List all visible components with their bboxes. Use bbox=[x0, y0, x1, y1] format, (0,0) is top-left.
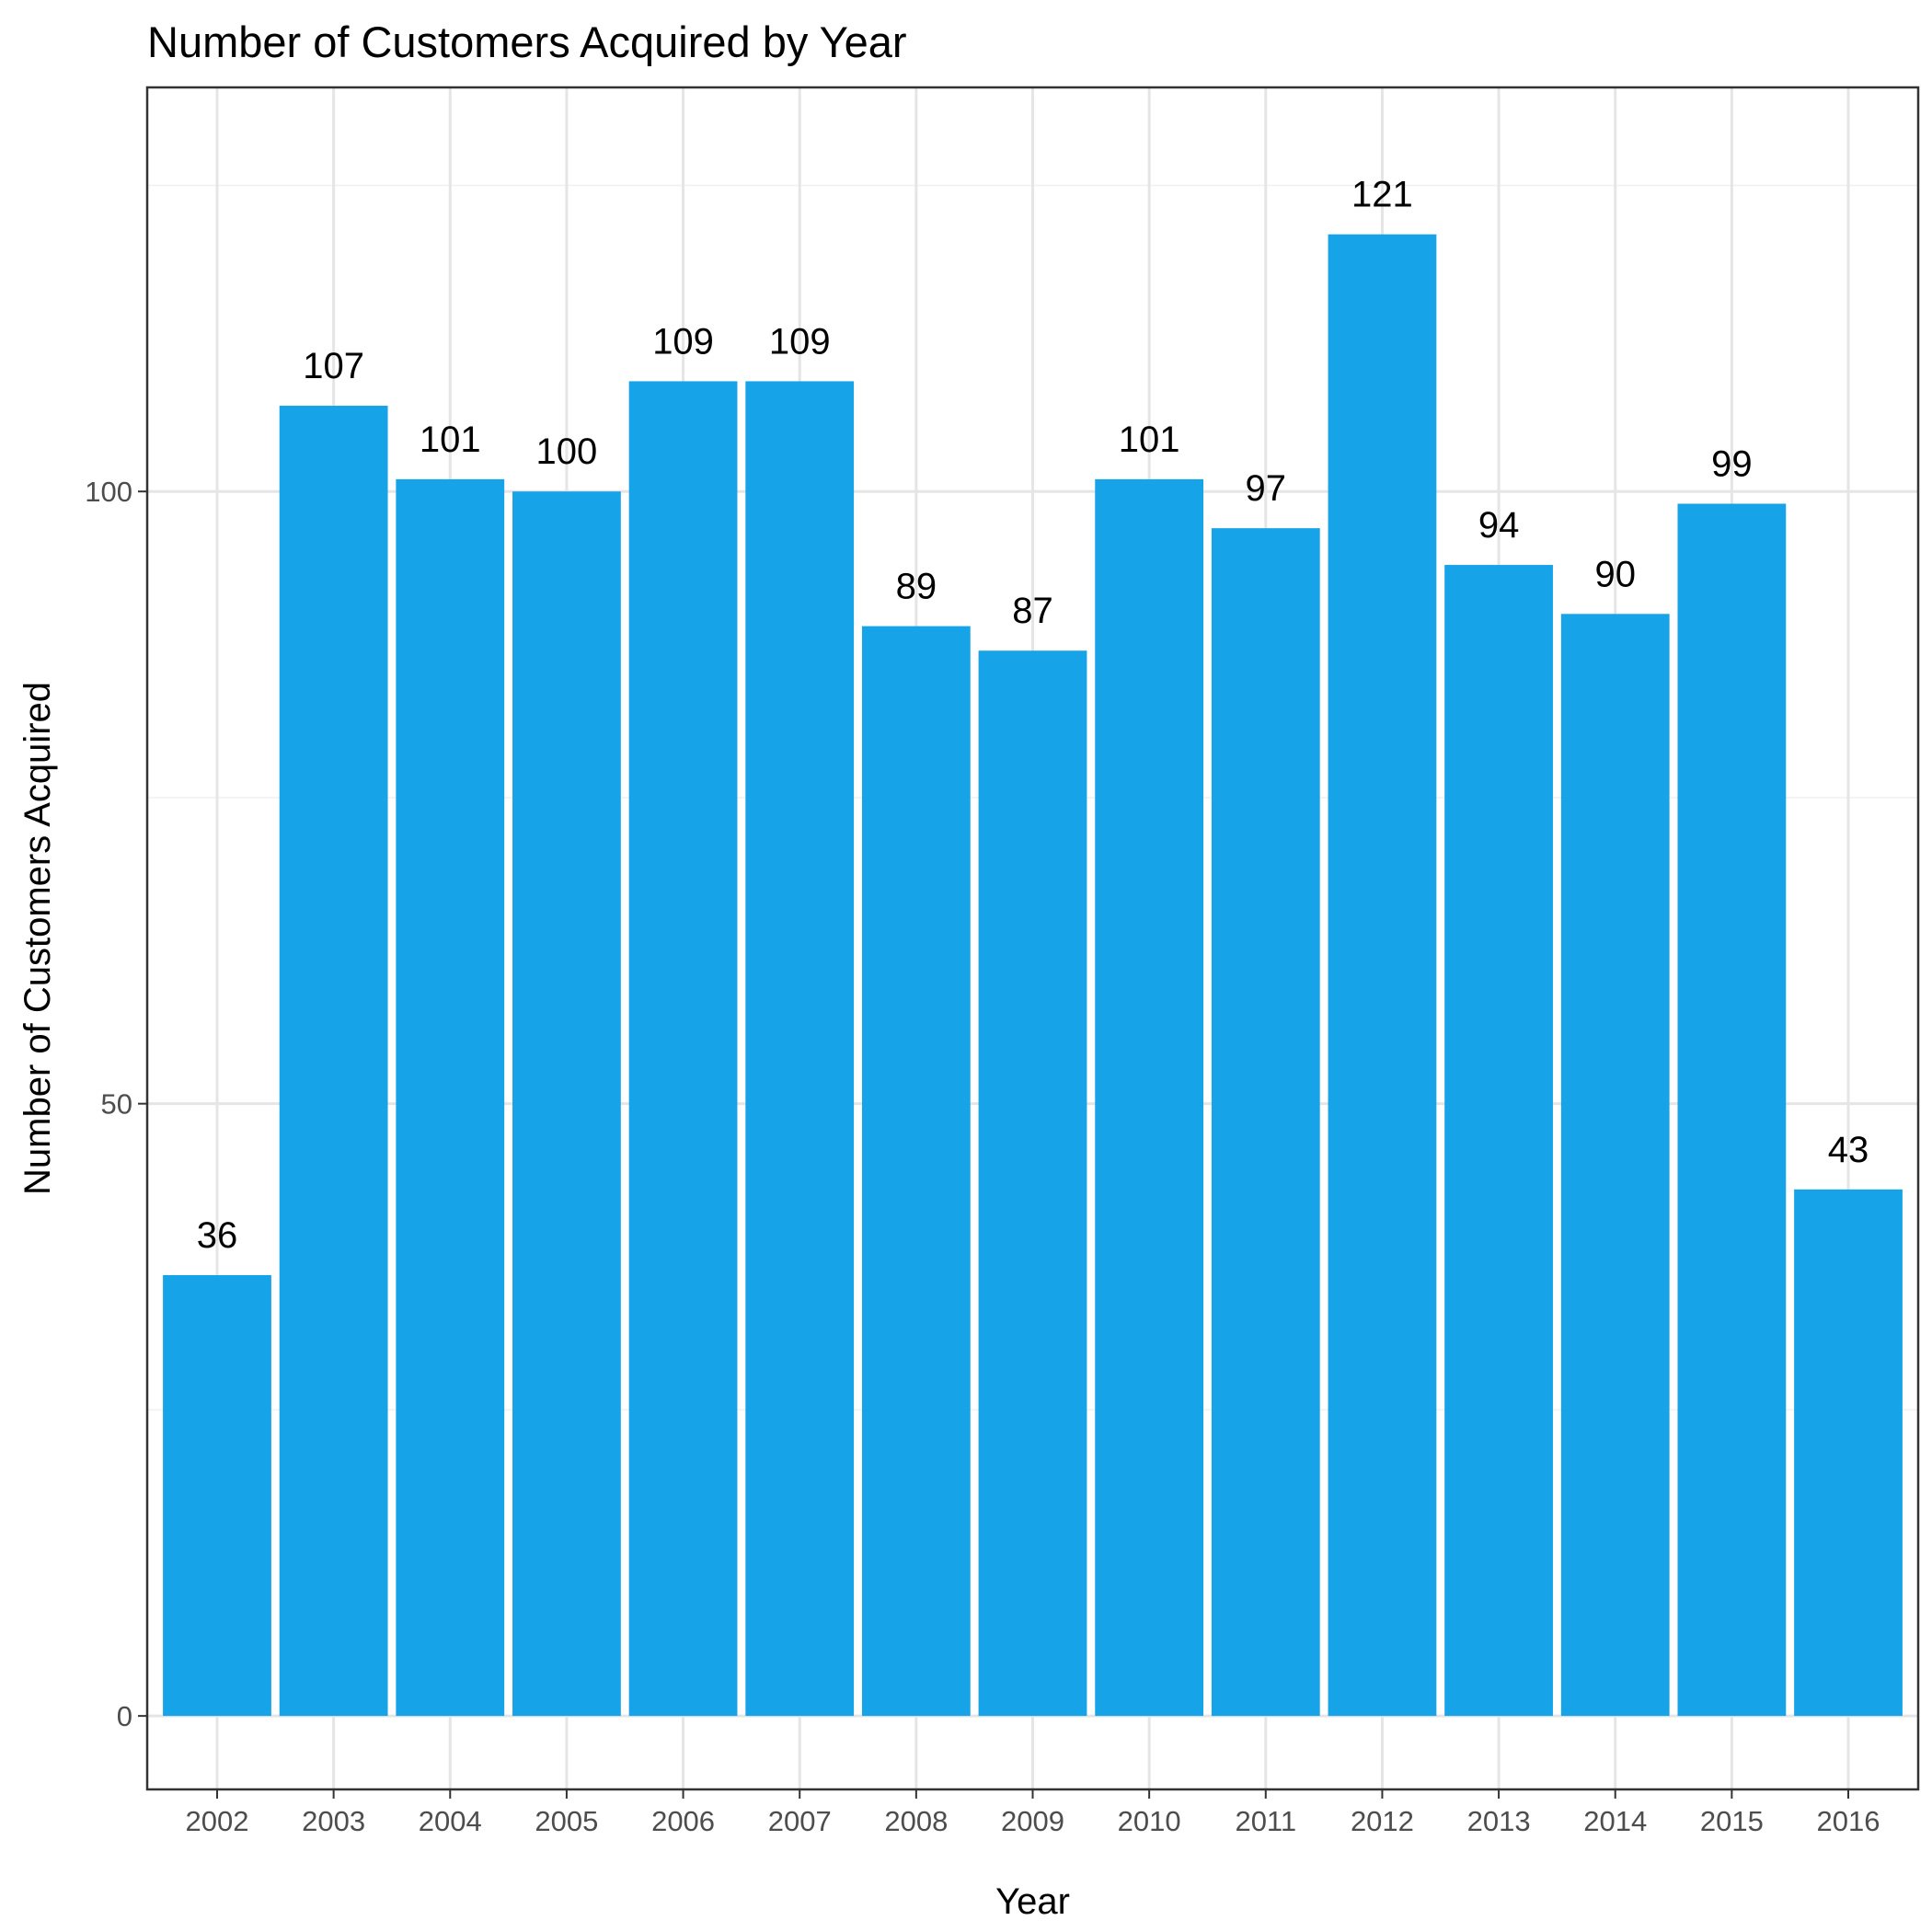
x-tick-label: 2002 bbox=[186, 1805, 249, 1837]
bar-2015 bbox=[1677, 503, 1787, 1717]
y-tick-label: 50 bbox=[101, 1088, 132, 1121]
x-tick-label: 2006 bbox=[651, 1805, 715, 1837]
bar-label-2012: 121 bbox=[1351, 175, 1413, 215]
bar-2004 bbox=[396, 478, 505, 1717]
chart-title: Number of Customers Acquired by Year bbox=[147, 17, 907, 66]
bar-2002 bbox=[163, 1275, 271, 1717]
bar-label-2006: 109 bbox=[652, 321, 714, 362]
bar-label-2003: 107 bbox=[303, 346, 364, 386]
bar-label-2016: 43 bbox=[1828, 1130, 1869, 1170]
bar-label-2005: 100 bbox=[536, 431, 598, 472]
bar-2016 bbox=[1794, 1189, 1903, 1717]
x-tick-label: 2004 bbox=[419, 1805, 482, 1837]
x-axis-title: Year bbox=[995, 1881, 1070, 1922]
bar-2009 bbox=[978, 650, 1087, 1717]
bar-label-2013: 94 bbox=[1478, 505, 1520, 546]
bar-2008 bbox=[861, 626, 971, 1717]
bar-2006 bbox=[628, 381, 738, 1717]
x-tick-label: 2007 bbox=[768, 1805, 832, 1837]
y-tick-label: 0 bbox=[117, 1700, 132, 1732]
bar-label-2008: 89 bbox=[896, 567, 937, 607]
x-tick-label: 2009 bbox=[1001, 1805, 1064, 1837]
bar-2005 bbox=[512, 491, 621, 1717]
bar-2011 bbox=[1211, 528, 1320, 1717]
bar-labels: 36 107 101 100 109 109 89 87 101 97 121 94 90 99 43 bbox=[197, 175, 1869, 1256]
bar-2007 bbox=[745, 381, 855, 1717]
y-axis-title: Number of Customers Acquired bbox=[17, 682, 58, 1195]
x-tick-label: 2010 bbox=[1118, 1805, 1181, 1837]
bar-label-2010: 101 bbox=[1119, 420, 1180, 460]
bar-2013 bbox=[1444, 565, 1553, 1717]
bar-label-2011: 97 bbox=[1246, 468, 1287, 509]
x-axis: 2002 2003 2004 2005 2006 2007 2008 2009 2010 2011… bbox=[186, 1789, 1880, 1837]
x-tick-label: 2008 bbox=[884, 1805, 948, 1837]
y-tick-label: 100 bbox=[85, 476, 132, 508]
x-tick-label: 2015 bbox=[1700, 1805, 1764, 1837]
bar-2014 bbox=[1560, 614, 1670, 1717]
bar-2012 bbox=[1328, 234, 1437, 1717]
x-tick-label: 2003 bbox=[302, 1805, 365, 1837]
x-tick-label: 2016 bbox=[1817, 1805, 1880, 1837]
bar-label-2015: 99 bbox=[1711, 444, 1753, 485]
x-tick-label: 2012 bbox=[1351, 1805, 1414, 1837]
x-tick-label: 2011 bbox=[1235, 1805, 1296, 1837]
x-tick-label: 2005 bbox=[535, 1805, 598, 1837]
bar-label-2007: 109 bbox=[769, 321, 831, 362]
bar-label-2009: 87 bbox=[1012, 591, 1053, 631]
bar-label-2002: 36 bbox=[197, 1215, 238, 1256]
bars bbox=[163, 234, 1903, 1717]
bar-2010 bbox=[1095, 478, 1204, 1717]
x-tick-label: 2014 bbox=[1583, 1805, 1647, 1837]
bar-label-2014: 90 bbox=[1594, 554, 1636, 594]
y-axis: 0 50 100 bbox=[85, 476, 147, 1732]
x-tick-label: 2013 bbox=[1467, 1805, 1531, 1837]
bar-2003 bbox=[279, 406, 388, 1717]
bar-label-2004: 101 bbox=[420, 420, 481, 460]
